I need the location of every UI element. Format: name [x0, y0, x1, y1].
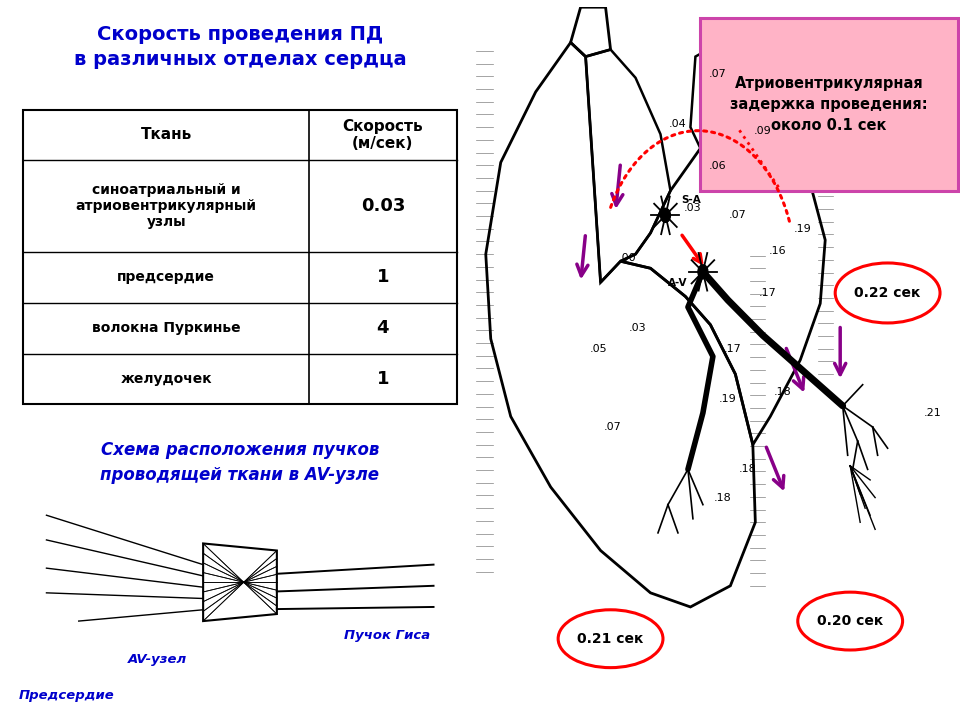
Text: A-V: A-V	[668, 278, 687, 288]
Text: .17: .17	[759, 288, 777, 298]
Text: .04: .04	[669, 119, 686, 129]
Text: .18: .18	[774, 387, 792, 397]
Text: .06: .06	[709, 161, 727, 171]
Text: .21: .21	[924, 408, 942, 418]
Text: .09: .09	[754, 126, 772, 135]
Text: .00: .00	[619, 253, 636, 263]
Text: .05: .05	[589, 344, 607, 354]
Text: 0.20 сек: 0.20 сек	[817, 614, 883, 628]
Text: 0.22 сек: 0.22 сек	[854, 286, 921, 300]
Text: .07: .07	[729, 210, 747, 220]
Text: волокна Пуркинье: волокна Пуркинье	[92, 321, 241, 336]
Text: Скорость проведения ПД
в различных отделах сердца: Скорость проведения ПД в различных отдел…	[74, 24, 406, 69]
Text: Схема расположения пучков
проводящей ткани в AV-узле: Схема расположения пучков проводящей тка…	[101, 441, 379, 484]
Text: .03: .03	[629, 323, 647, 333]
Text: Скорость
(м/сек): Скорость (м/сек)	[343, 119, 423, 151]
Text: .07: .07	[604, 422, 622, 432]
Text: .19: .19	[719, 394, 736, 404]
Text: .03: .03	[684, 203, 702, 213]
Text: 0.03: 0.03	[361, 197, 405, 215]
Text: предсердие: предсердие	[117, 271, 215, 284]
Text: 1: 1	[376, 370, 389, 388]
FancyBboxPatch shape	[701, 18, 957, 191]
Polygon shape	[660, 208, 670, 222]
Bar	[23, 109, 457, 405]
Text: 4: 4	[376, 319, 389, 337]
Text: желудочек: желудочек	[120, 372, 212, 386]
Text: .19: .19	[794, 225, 811, 235]
Text: Предсердие: Предсердие	[19, 688, 114, 702]
Text: 1: 1	[376, 269, 389, 287]
Text: .18: .18	[739, 464, 756, 474]
Polygon shape	[698, 265, 708, 279]
Text: 0.21 сек: 0.21 сек	[577, 631, 644, 646]
Text: .17: .17	[724, 344, 742, 354]
Text: Пучок Гиса: Пучок Гиса	[345, 629, 431, 642]
Text: Атриовентрикулярная
задержка проведения:
около 0.1 сек: Атриовентрикулярная задержка проведения:…	[731, 76, 927, 132]
Text: .07: .07	[709, 69, 727, 79]
Text: синоатриальный и
атриовентрикулярный
узлы: синоатриальный и атриовентрикулярный узл…	[76, 183, 256, 230]
Text: S-A: S-A	[682, 194, 701, 204]
Text: .16: .16	[769, 246, 786, 256]
Text: Ткань: Ткань	[141, 127, 192, 143]
Text: .18: .18	[714, 492, 732, 503]
Text: AV-узел: AV-узел	[128, 653, 186, 667]
